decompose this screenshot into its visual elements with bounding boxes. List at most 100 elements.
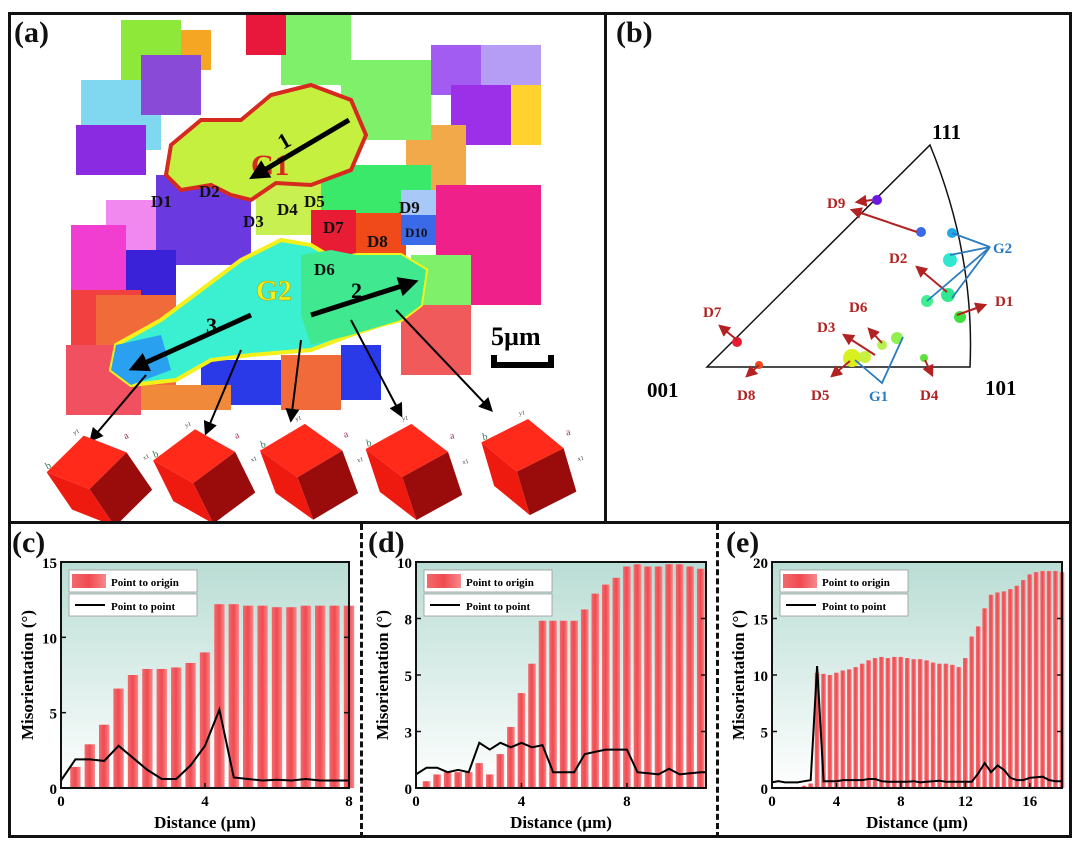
bar-point-to-origin: [1001, 591, 1007, 788]
legend-swatch-bar: [783, 574, 817, 588]
legend-label-origin: Point to origin: [822, 577, 890, 589]
bar-point-to-origin: [70, 766, 81, 788]
bar-point-to-origin: [963, 658, 968, 788]
bar-point-to-origin: [814, 672, 820, 788]
ipf-label-d6: D6: [849, 300, 868, 316]
ipf-g-leaders: [854, 232, 991, 385]
y-axis-label: Misorientation (°): [373, 610, 392, 740]
bar-point-to-origin: [329, 605, 340, 788]
map-label-d4: D4: [277, 200, 298, 219]
bar-point-to-origin: [243, 605, 254, 788]
bar-point-to-origin: [956, 667, 962, 788]
bar-point-to-origin: [300, 605, 311, 788]
bar-point-to-origin: [675, 564, 684, 788]
bar-point-to-origin: [847, 669, 852, 788]
ipf-clusters: [732, 195, 966, 369]
panel-label-a: (a): [14, 16, 49, 49]
divider-vertical: [604, 12, 607, 524]
bar-point-to-origin: [496, 754, 505, 788]
bar-point-to-origin: [665, 564, 673, 788]
bar-point-to-origin: [214, 604, 225, 788]
bar-point-to-origin: [654, 566, 663, 788]
bar-point-to-origin: [808, 783, 813, 788]
bar-point-to-origin: [1040, 571, 1045, 788]
bar-point-to-origin: [559, 620, 568, 788]
cube-axis-y1: y1: [519, 410, 526, 417]
cube-axis-x1: x1: [462, 459, 469, 466]
x-tick-label: 4: [833, 794, 841, 810]
bar-point-to-origin: [1008, 589, 1013, 788]
bar-point-to-origin: [930, 662, 936, 788]
arrow-2: [310, 277, 419, 318]
bar-point-to-origin: [859, 663, 865, 788]
cube-front-face: [193, 451, 256, 521]
cube-axis-x1: x1: [142, 454, 150, 462]
bar-point-to-origin: [443, 772, 452, 788]
y-tick-label: 0: [761, 782, 769, 798]
bar-point-to-origin: [943, 663, 949, 788]
bar-point-to-origin: [528, 663, 536, 788]
bar-point-to-origin: [975, 626, 981, 788]
legend-swatch-bar: [72, 574, 106, 588]
scale-bar: [491, 355, 554, 368]
cube-axis-x1: x1: [357, 457, 364, 464]
bar-point-to-origin: [853, 667, 859, 788]
bar-point-to-origin: [507, 726, 515, 788]
cube-axis-b: b: [366, 438, 373, 450]
bar-point-to-origin: [570, 620, 578, 788]
x-tick-label: 16: [1022, 794, 1038, 810]
y-tick-label: 0: [405, 782, 413, 798]
bar-point-to-origin: [866, 660, 871, 788]
bar-point-to-origin: [602, 584, 610, 788]
bar-point-to-origin: [885, 658, 891, 788]
cube-top-face: [46, 435, 127, 490]
x-tick-label: 4: [518, 794, 526, 810]
cube-pointer-3: [285, 339, 302, 423]
y-axis-label: Misorientation (°): [729, 610, 748, 740]
cube-top-face: [365, 423, 449, 477]
chart-c: 0 5 10 15 0 4 8 Distance (µm) Misorientation (°)…: [18, 556, 355, 832]
bar-point-to-origin: [950, 664, 955, 788]
bar-point-to-origin: [517, 693, 526, 788]
cube-front-face: [297, 450, 359, 520]
cube-axis-y1: y1: [402, 416, 409, 423]
bar-point-to-origin: [840, 670, 846, 788]
bar-point-to-origin: [185, 662, 196, 788]
bar-point-to-origin: [171, 667, 182, 788]
panel-label-e: (e): [726, 526, 760, 559]
bar-point-to-origin: [917, 659, 923, 788]
cube-axis-a: a: [122, 430, 132, 442]
bar-point-to-origin: [995, 592, 1000, 788]
x-tick-label: 0: [412, 794, 420, 810]
bar-point-to-origin: [271, 607, 283, 788]
bar-point-to-origin: [924, 660, 929, 788]
map-label-d6: D6: [314, 260, 335, 279]
cube-axis-b: b: [44, 460, 54, 472]
cube-pointer-4: [350, 319, 403, 418]
cube-top-face: [481, 418, 564, 472]
legend-label-origin: Point to origin: [466, 577, 534, 589]
legend-box-point: [68, 593, 198, 617]
y-tick-label: 0: [50, 782, 58, 798]
arrow-1: [249, 117, 351, 180]
divider-dashed-right: [716, 524, 719, 838]
legend-label-point: Point to point: [466, 601, 531, 613]
cube-pointer-2: [203, 349, 242, 436]
cube-top-face: [153, 429, 236, 484]
bar-point-to-origin: [623, 566, 631, 788]
bar-point-to-origin: [612, 577, 621, 788]
line-point-to-point: [60, 706, 349, 782]
bar-point-to-origin: [982, 608, 987, 788]
orientation-cube: a b x1 y1: [44, 429, 153, 521]
bar-point-to-origin: [113, 688, 124, 788]
bar-point-to-origin: [454, 772, 462, 788]
bar-point-to-origin: [286, 607, 297, 788]
cube-left-face: [259, 450, 314, 520]
ipf-boundary: [705, 143, 972, 368]
cube-axis-y1: y1: [295, 416, 302, 423]
map-label-d3: D3: [243, 212, 264, 231]
chart-d: 0 3 5 8 10 0 4 8 Distance (µm) Misorientation (°)…: [373, 556, 707, 832]
x-tick-label: 0: [768, 794, 776, 810]
bar-point-to-origin: [898, 656, 904, 788]
